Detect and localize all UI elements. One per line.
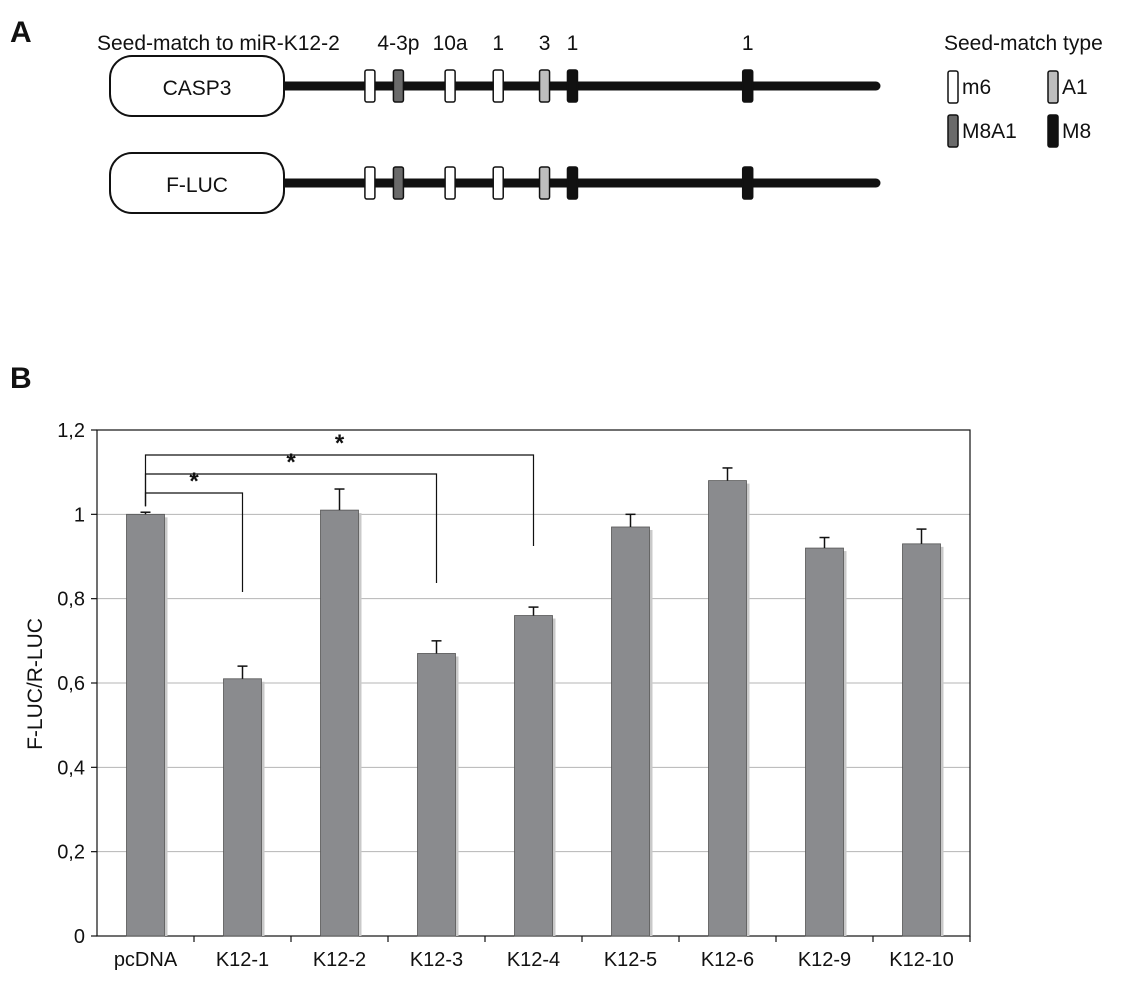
site-label: 10a xyxy=(433,32,468,55)
legend-swatch xyxy=(1047,70,1059,104)
legend-label: M8 xyxy=(1062,120,1091,143)
x-tick-label: K12-5 xyxy=(604,949,657,971)
seed-site-m6 xyxy=(492,69,504,103)
legend-swatch xyxy=(947,114,959,148)
panel-b-letter: B xyxy=(10,362,32,395)
seed-site-M8 xyxy=(566,166,579,200)
x-tick-label: K12-2 xyxy=(313,949,366,971)
legend-item: m6 xyxy=(947,70,991,104)
legend-item: M8 xyxy=(1047,114,1091,148)
seed-site-M8A1 xyxy=(392,69,405,103)
significance-star: * xyxy=(189,468,199,495)
site-label: 1 xyxy=(567,32,579,55)
seed-match-legend: Seed-match type m6 A1 M8A1 M8 xyxy=(944,32,1103,148)
x-tick-label: K12-3 xyxy=(410,949,463,971)
site-label: 1 xyxy=(492,32,504,55)
bar xyxy=(223,678,262,937)
y-tick-label: 0,2 xyxy=(57,842,85,864)
y-tick-label: 0,8 xyxy=(57,589,85,611)
x-tick-label: K12-1 xyxy=(216,949,269,971)
site-label: 4-3p xyxy=(377,32,419,55)
bar xyxy=(514,615,553,937)
seed-site-M8A1 xyxy=(392,166,405,200)
seed-site-m6 xyxy=(444,166,456,200)
seed-site-m6 xyxy=(492,166,504,200)
bar xyxy=(805,547,844,937)
gene-name: CASP3 xyxy=(163,77,232,100)
legend-title: Seed-match type xyxy=(944,32,1103,55)
bar xyxy=(611,526,650,937)
gene-box xyxy=(109,55,285,117)
legend-swatch xyxy=(947,70,959,104)
significance-star: * xyxy=(335,430,345,457)
seed-site-M8 xyxy=(741,69,754,103)
y-tick-label: 0 xyxy=(74,926,85,948)
legend-label: m6 xyxy=(962,76,991,99)
seed-site-A1 xyxy=(538,166,551,200)
seed-site-m6 xyxy=(364,69,376,103)
y-axis-label: F-LUC/R-LUC xyxy=(24,618,47,750)
gene-rows: CASP3 F-LUC xyxy=(109,55,881,214)
seed-site-m6 xyxy=(364,166,376,200)
legend-swatch xyxy=(1047,114,1059,148)
significance-star: * xyxy=(286,449,296,476)
gene-name: F-LUC xyxy=(166,174,228,197)
site-label: 3 xyxy=(539,32,551,55)
y-tick-label: 0,4 xyxy=(57,757,85,779)
seed-site-M8 xyxy=(741,166,754,200)
bar xyxy=(902,543,941,937)
legend-label: A1 xyxy=(1062,76,1088,99)
site-label: 1 xyxy=(742,32,754,55)
seed-site-M8 xyxy=(566,69,579,103)
x-tick-label: K12-4 xyxy=(507,949,560,971)
legend-items: m6 A1 M8A1 M8 xyxy=(947,70,1091,148)
x-tick-label: K12-9 xyxy=(798,949,851,971)
bar xyxy=(320,509,359,937)
y-tick-label: 1 xyxy=(74,504,85,526)
seed-site-A1 xyxy=(538,69,551,103)
x-tick-label: pcDNA xyxy=(114,949,178,971)
seed-match-header: Seed-match to miR-K12-2 xyxy=(97,32,340,55)
legend-label: M8A1 xyxy=(962,120,1017,143)
y-tick-label: 0,6 xyxy=(57,673,85,695)
panel-a-letter: A xyxy=(10,16,32,49)
seed-site-m6 xyxy=(444,69,456,103)
significance-bracket: * xyxy=(144,430,535,546)
gene-box xyxy=(109,152,285,214)
bar-chart: 0 0,2 0,4 0,6 0,8 1 1,2 pcDNA K12-1 K12-2 K12-3 K12… xyxy=(57,420,971,971)
legend-item: A1 xyxy=(1047,70,1088,104)
panel-b: B F-LUC/R-LUC 0 0,2 0,4 0,6 0,8 1 1,2 pcDNA K12-… xyxy=(10,362,971,971)
bar xyxy=(126,513,165,937)
bar xyxy=(708,480,747,937)
bar xyxy=(417,653,456,937)
x-tick-label: K12-10 xyxy=(889,949,954,971)
legend-item: M8A1 xyxy=(947,114,1017,148)
bracket-line xyxy=(144,454,535,546)
gene-construct: CASP3 xyxy=(109,55,881,117)
panel-a: A Seed-match to miR-K12-2 4-3p 10a 1 3 1 1 CA… xyxy=(10,16,1103,214)
gene-construct: F-LUC xyxy=(109,152,881,214)
y-tick-label: 1,2 xyxy=(57,420,85,442)
site-labels: 4-3p 10a 1 3 1 1 xyxy=(377,32,753,55)
x-tick-label: K12-6 xyxy=(701,949,754,971)
